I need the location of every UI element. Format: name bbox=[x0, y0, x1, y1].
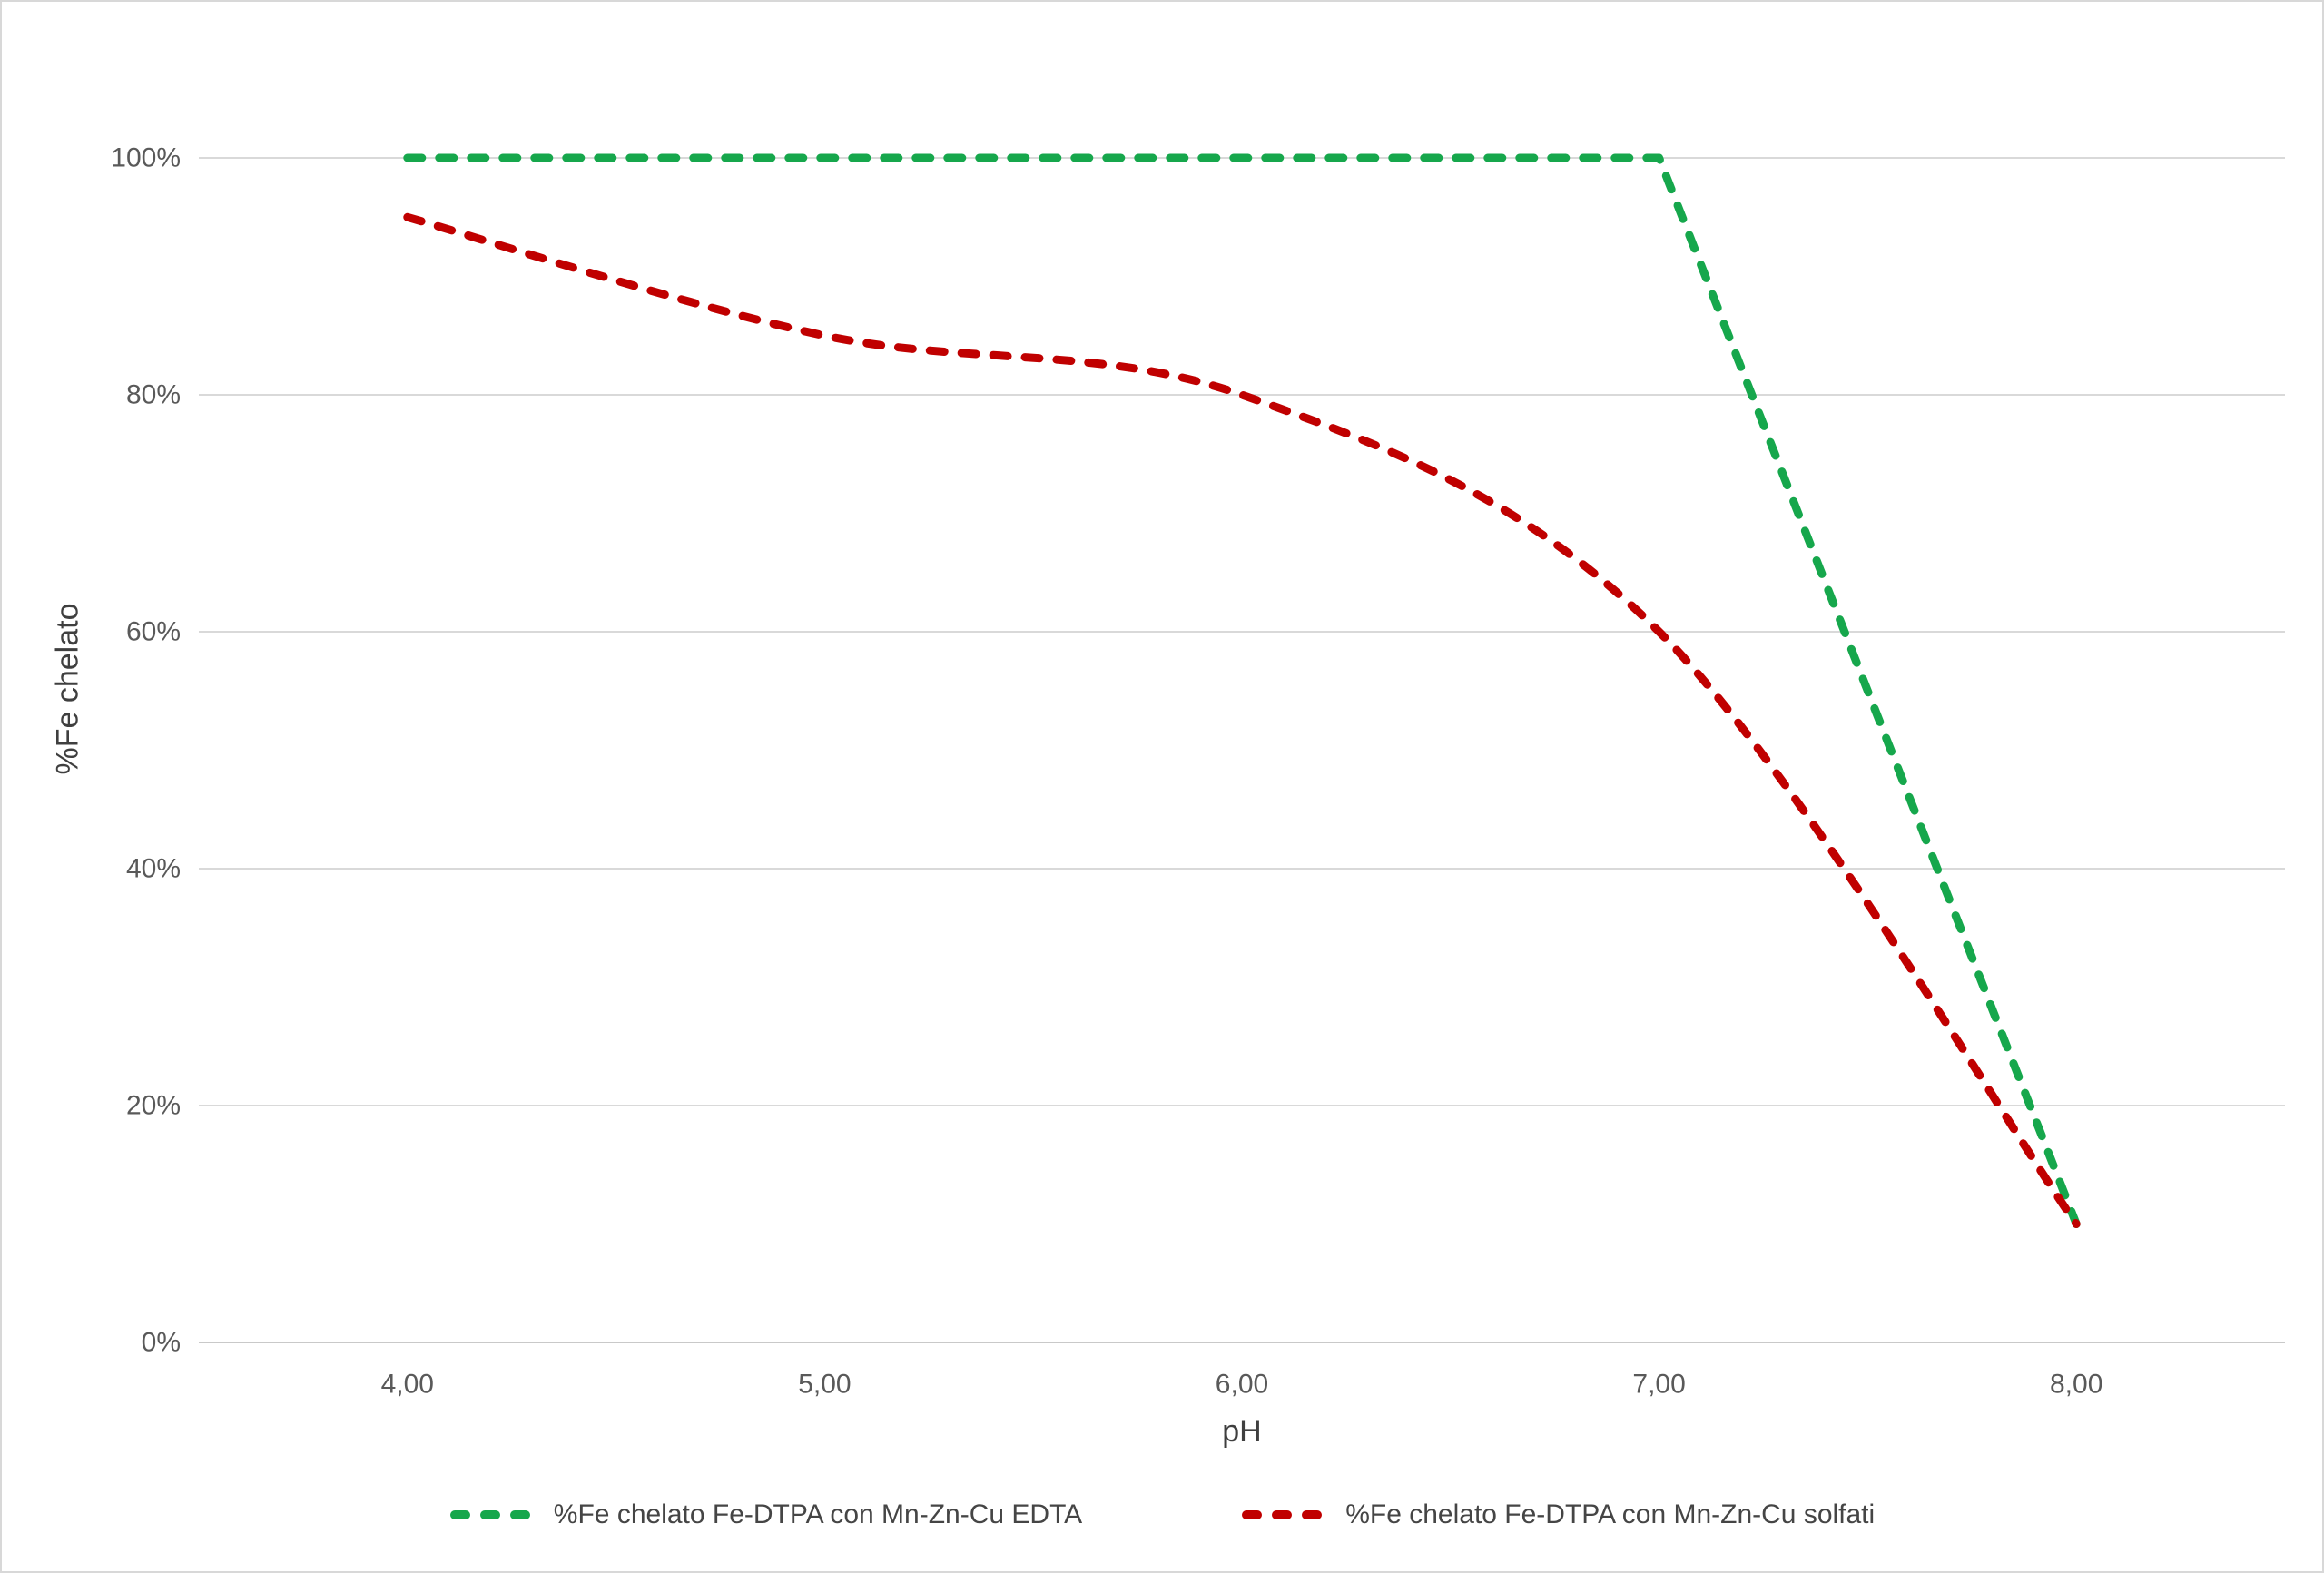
legend-label-edta: %Fe chelato Fe-DTPA con Mn-Zn-Cu EDTA bbox=[553, 1499, 1083, 1529]
legend-item-solfati: %Fe chelato Fe-DTPA con Mn-Zn-Cu solfati bbox=[1241, 1499, 1875, 1530]
legend-label-solfati: %Fe chelato Fe-DTPA con Mn-Zn-Cu solfati bbox=[1345, 1499, 1876, 1529]
series-line-1 bbox=[403, 212, 2081, 1228]
x-tick-label: 7,00 bbox=[1632, 1370, 1685, 1400]
legend-dash-sample-green-icon bbox=[449, 1510, 536, 1519]
y-tick-label: 40% bbox=[126, 854, 181, 884]
x-tick-label: 6,00 bbox=[1216, 1370, 1268, 1400]
y-tick-label: 60% bbox=[126, 617, 181, 647]
x-tick-label: 4,00 bbox=[381, 1370, 434, 1400]
x-tick-label: 5,00 bbox=[798, 1370, 851, 1400]
y-tick-label: 20% bbox=[126, 1091, 181, 1121]
y-tick-label: 0% bbox=[142, 1328, 181, 1358]
y-tick-label: 100% bbox=[111, 143, 181, 173]
legend-item-edta: %Fe chelato Fe-DTPA con Mn-Zn-Cu EDTA bbox=[449, 1499, 1082, 1530]
series-line-0 bbox=[403, 153, 2081, 1228]
y-tick-label: 80% bbox=[126, 380, 181, 410]
legend-dash-sample-red-icon bbox=[1242, 1510, 1328, 1519]
x-tick-label: 8,00 bbox=[2050, 1370, 2102, 1400]
legend: %Fe chelato Fe-DTPA con Mn-Zn-Cu EDTA %F… bbox=[2, 1499, 2322, 1530]
